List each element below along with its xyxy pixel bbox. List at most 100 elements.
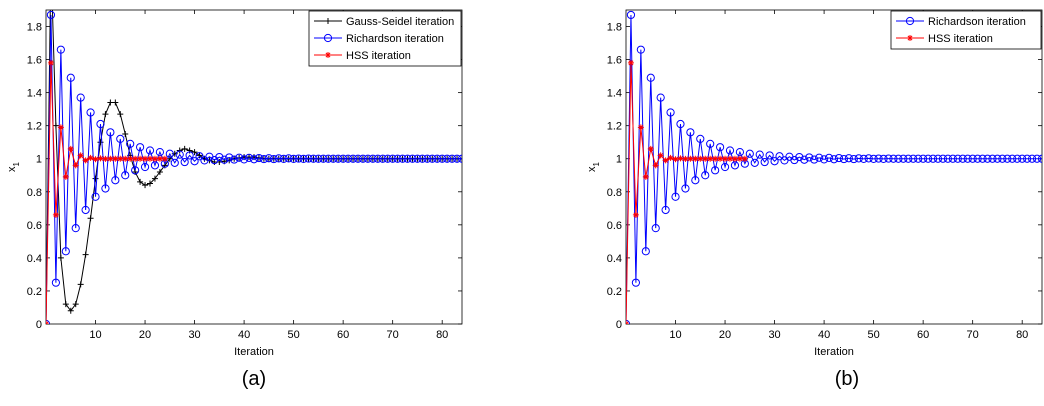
data-point [656, 93, 665, 102]
data-point [1003, 154, 1012, 163]
data-point [339, 154, 348, 163]
data-point [112, 99, 119, 106]
data-point [438, 154, 447, 163]
y-tick-label: 0 [616, 319, 622, 331]
legend-marker [905, 16, 915, 26]
chart-a: 10 20 30 40 50 60 70 80 0 0.2 0.4 0.6 0.8 1 1.2 1.4 1.6 1… [6, 9, 463, 358]
data-point [363, 154, 373, 163]
data-point [720, 162, 730, 172]
data-point [948, 154, 957, 163]
data-point [142, 155, 149, 162]
x-tick-label: 70 [387, 329, 399, 341]
data-point [140, 162, 150, 172]
data-point [914, 154, 923, 163]
data-point [358, 154, 368, 163]
legend: Richardson iteration HSS iteration [890, 10, 1042, 50]
data-point [632, 211, 639, 218]
y-axis-label: x1 [586, 161, 601, 172]
data-point [859, 154, 868, 164]
data-point [637, 124, 644, 131]
data-point [47, 59, 54, 66]
data-point [82, 251, 89, 258]
chart-panel-a: 10 20 30 40 50 60 70 80 0 0.2 0.4 0.6 0.8 1 1.2 1.4 1.6 1… [6, 9, 463, 390]
legend: Gauss-Seidel iteration Richardson iterati… [308, 10, 462, 67]
data-point [741, 155, 748, 162]
data-point [418, 154, 427, 163]
data-point [86, 108, 95, 117]
data-point [647, 145, 654, 152]
data-point [711, 166, 720, 175]
data-point [839, 154, 849, 164]
data-point [215, 152, 224, 162]
data-point [755, 150, 764, 159]
data-point [735, 148, 745, 157]
data-point [249, 155, 259, 164]
legend-marker [325, 52, 331, 58]
data-point [244, 153, 254, 163]
data-point [52, 122, 59, 129]
data-point [111, 176, 120, 185]
data-point [137, 155, 144, 162]
data-point [66, 73, 75, 82]
data-point [96, 119, 105, 129]
data-point [712, 155, 719, 162]
data-point [314, 154, 323, 163]
data-point [433, 154, 442, 163]
data-point [378, 154, 387, 163]
data-point [329, 154, 338, 163]
data-point [225, 153, 234, 162]
data-point [1008, 154, 1017, 163]
data-point [151, 175, 158, 182]
y-tick-label: 1.4 [27, 88, 42, 100]
data-point [87, 215, 94, 222]
data-point [692, 155, 699, 162]
y-tick-label: 0 [36, 319, 42, 331]
data-point [671, 192, 680, 201]
data-point [691, 176, 700, 185]
data-point [869, 154, 878, 164]
data-point [388, 154, 397, 163]
data-point [102, 111, 109, 118]
data-point [46, 10, 56, 20]
data-point [165, 149, 174, 158]
y-tick-label: 0.6 [27, 220, 42, 232]
data-point [191, 149, 198, 156]
panel-label-a: (a) [241, 368, 267, 390]
data-point [815, 153, 824, 162]
x-tick-label: 20 [139, 329, 151, 341]
x-tick-label: 50 [287, 329, 299, 341]
data-point [933, 154, 943, 163]
data-point [135, 143, 145, 152]
data-point [190, 157, 199, 166]
legend-label: Gauss-Seidel iteration [346, 16, 454, 28]
data-point [457, 154, 462, 163]
data-point [181, 145, 188, 152]
y-tick-label: 1.6 [607, 55, 622, 67]
data-point [646, 73, 655, 82]
data-point [145, 146, 155, 155]
y-tick-label: 1.6 [27, 55, 42, 67]
data-point [156, 155, 163, 162]
x-tick-label: 60 [337, 329, 349, 341]
data-point [662, 157, 669, 164]
data-point [676, 119, 685, 129]
data-point [97, 139, 104, 146]
data-point [185, 151, 194, 160]
data-point [81, 205, 90, 215]
series-line [626, 14, 1042, 324]
data-point [383, 154, 392, 163]
y-tick-label: 0.2 [27, 286, 42, 298]
data-point [702, 155, 709, 162]
data-point [259, 154, 269, 164]
data-point [186, 147, 193, 154]
y-tick-label: 0.6 [607, 220, 622, 232]
data-point [667, 154, 674, 161]
data-point [61, 247, 70, 256]
y-tick-label: 1 [36, 154, 42, 166]
y-axis-label: x1 [6, 161, 21, 172]
data-point [988, 154, 997, 163]
data-point [998, 154, 1007, 163]
x-tick-label: 30 [188, 329, 200, 341]
data-point [938, 154, 948, 163]
data-point [661, 205, 670, 215]
